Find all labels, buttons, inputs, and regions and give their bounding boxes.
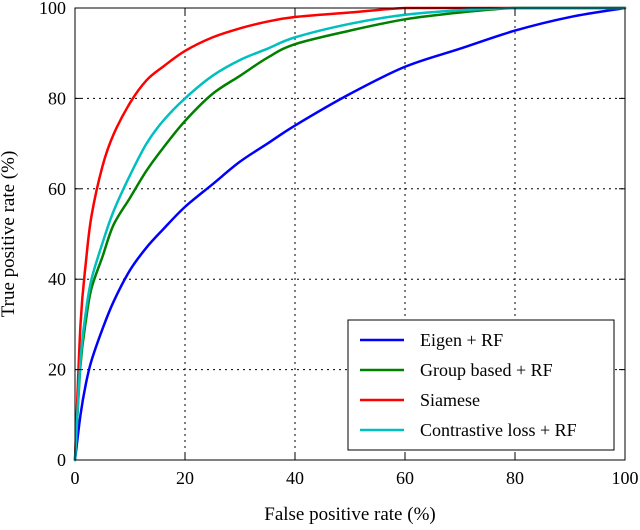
legend-label-group-based-rf: Group based + RF [420,360,553,380]
y-tick-label: 100 [39,0,66,18]
x-tick-label: 0 [71,468,80,488]
x-tick-label: 80 [506,468,524,488]
legend-label-siamese: Siamese [420,390,480,410]
legend: Eigen + RF Group based + RF Siamese Contras… [347,319,615,451]
y-tick-label: 0 [57,450,66,470]
x-axis-label: False positive rate (%) [264,504,435,525]
series-line-eigen-rf [73,6,627,462]
series-line-group-based-rf [73,6,627,462]
y-axis-label: True positive rate (%) [0,151,19,318]
y-tick-label: 20 [48,360,66,380]
x-tick-label: 20 [176,468,194,488]
x-tick-label: 100 [612,468,639,488]
legend-box [347,319,615,451]
legend-label-eigen-rf: Eigen + RF [420,330,503,350]
x-tick-label: 40 [286,468,304,488]
y-tick-label: 80 [48,88,66,108]
tick-layer: 0 20 40 60 80 100 0 20 40 60 80 100 [39,0,639,488]
y-tick-label: 60 [48,179,66,199]
series-line-contrastive-loss-rf [73,6,627,462]
legend-label-contrastive-loss-rf: Contrastive loss + RF [420,420,577,440]
plot-frame [74,7,626,461]
y-tick-label: 40 [48,269,66,289]
grid-layer [75,8,625,460]
x-tick-label: 60 [396,468,414,488]
